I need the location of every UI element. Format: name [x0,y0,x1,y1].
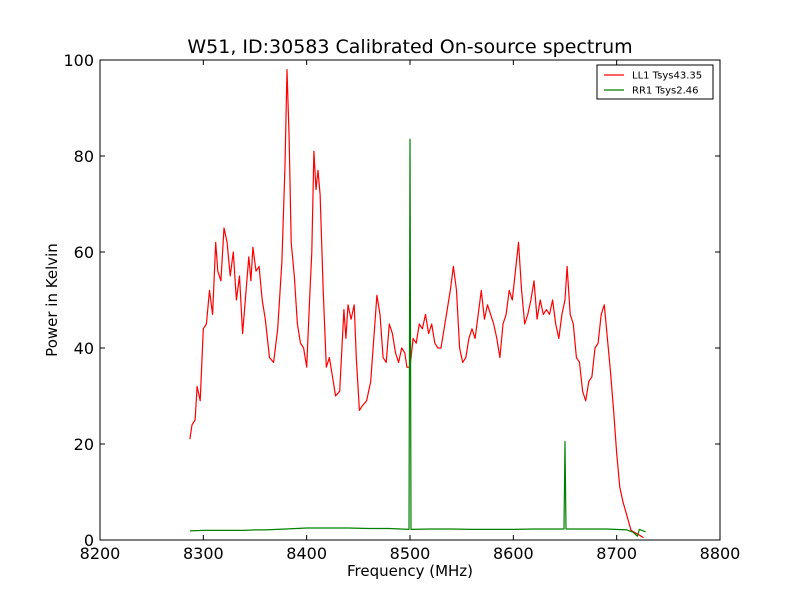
y-tick-label-4: 80 [74,147,94,166]
x-tick-label-5: 8700 [596,544,637,563]
legend: LL1 Tsys43.35 RR1 Tsys2.46 [596,64,714,100]
x-tick-label-0: 8200 [80,544,121,563]
y-axis-label: Power in Kelvin [43,243,61,357]
y-tick-label-3: 60 [74,243,94,262]
x-tick-label-2: 8400 [286,544,327,563]
y-tick-label-5: 100 [63,51,94,70]
plot-area [189,69,646,539]
x-tick-label-4: 8600 [493,544,534,563]
x-tick-label-6: 8800 [700,544,741,563]
legend-box [596,64,714,100]
y-tick-label-0: 0 [84,531,94,550]
series-line-1 [189,138,646,537]
y-tick-label-2: 40 [74,339,94,358]
y-tick-label-1: 20 [74,435,94,454]
x-tick-label-3: 8500 [390,544,431,563]
axis-ticks: 8200 8300 8400 8500 8600 8700 8800 0 20 40 60 80 100 [63,51,740,563]
legend-label-1: RR1 Tsys2.46 [632,86,699,97]
legend-label-0: LL1 Tsys43.35 [632,71,702,82]
x-axis-label: Frequency (MHz) [347,562,473,580]
x-tick-label-1: 8300 [183,544,224,563]
chart-title: W51, ID:30583 Calibrated On-source spect… [187,36,632,58]
